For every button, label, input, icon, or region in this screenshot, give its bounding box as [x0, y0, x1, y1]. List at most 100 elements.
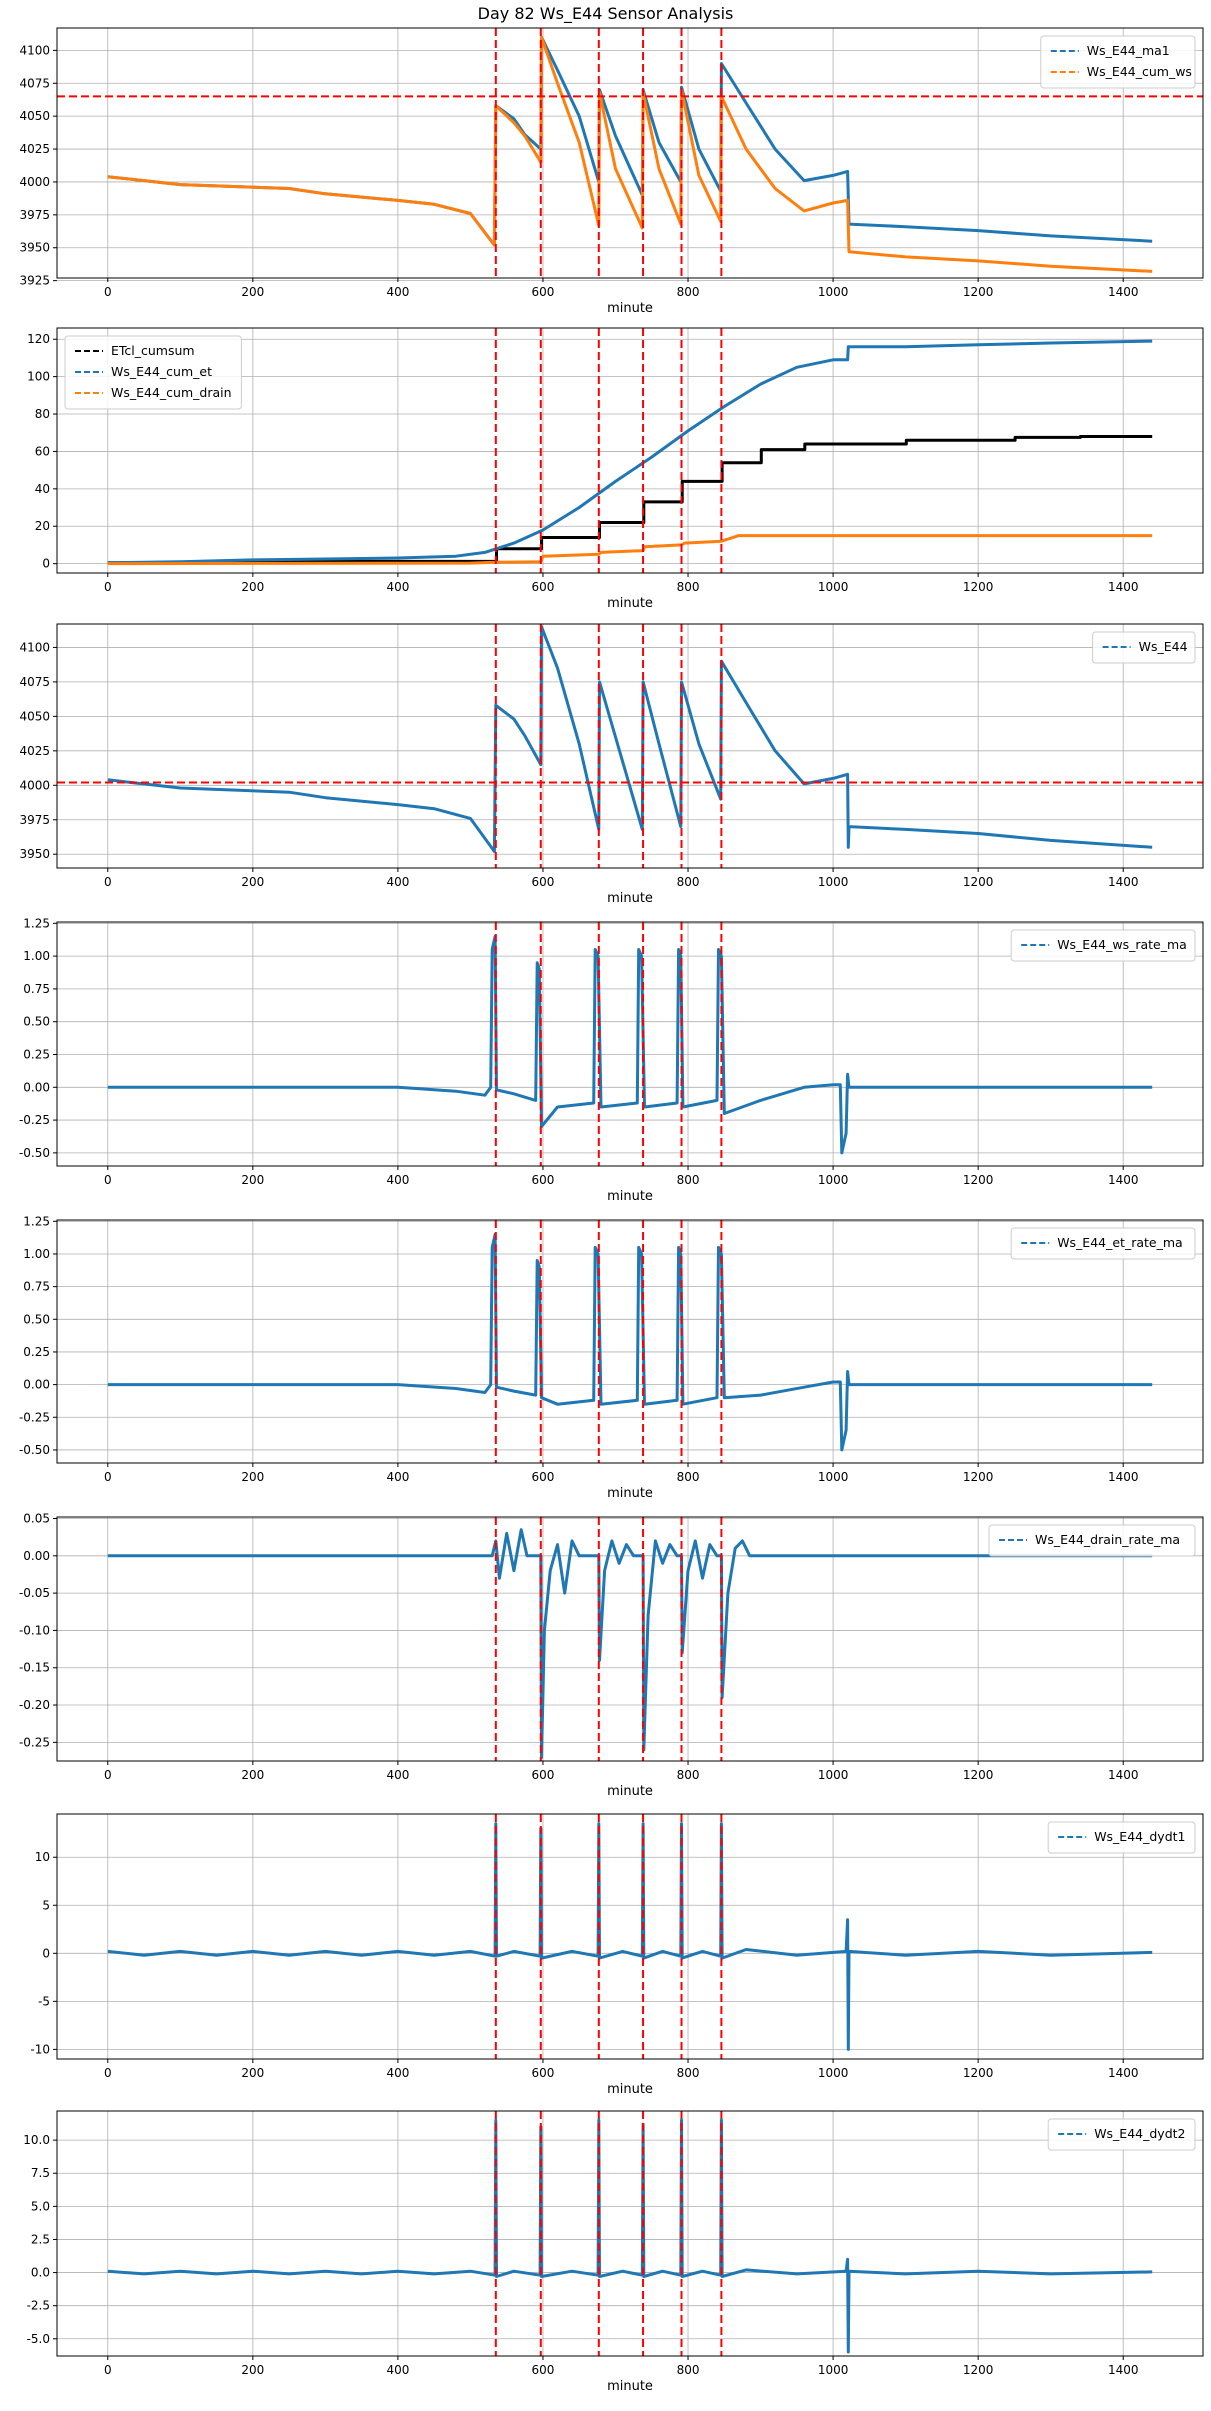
legend-box [1010, 1227, 1196, 1260]
legend-label: Ws_E44_drain_rate_ma [1035, 1532, 1180, 1547]
y-tick-label: -0.25 [19, 1410, 50, 1424]
x-tick-label: 800 [677, 2363, 700, 2377]
legend: Ws_E44_ma1 Ws_E44_cum_ws [1040, 35, 1196, 89]
series-line-ETcl_cumsum [107, 435, 1153, 565]
axes-frame [56, 623, 1204, 869]
x-tick-label: 400 [386, 1173, 409, 1187]
chart-panel-2: 0 200 400 600 800 1000 1200 1400 0 20 40 60 80 100 120… [27, 327, 1204, 611]
x-tick-label: 400 [386, 1470, 409, 1484]
x-tick-label: 200 [241, 285, 264, 299]
legend-box [1092, 631, 1196, 664]
x-axis-label: minute [607, 2379, 653, 2394]
x-axis-label: minute [607, 2082, 653, 2097]
x-tick-label: 0 [104, 875, 112, 889]
y-tick-label: -0.05 [19, 1586, 50, 1600]
x-axis-label: minute [607, 1189, 653, 1204]
y-tick-label: 0.0 [31, 2266, 50, 2280]
x-tick-label: 800 [677, 580, 700, 594]
x-tick-label: 600 [532, 875, 555, 889]
x-tick-label: 1200 [963, 285, 994, 299]
legend-label: Ws_E44_et_rate_ma [1057, 1235, 1183, 1250]
series-line-Ws_E44_ma1 [107, 35, 1153, 247]
axes-frame [56, 1813, 1204, 2060]
y-tick-label: 4025 [19, 744, 50, 758]
x-tick-label: 0 [104, 580, 112, 594]
series-line-Ws_E44_cum_et [107, 339, 1153, 565]
y-tick-label: 0.75 [23, 982, 50, 996]
chart-panel-1: 0 200 400 600 800 1000 1200 1400 3925 3950 3975 400… [19, 27, 1204, 316]
y-tick-label: 1.25 [23, 1214, 50, 1228]
series-line-Ws_E44_dydt1 [107, 1822, 1153, 2051]
x-tick-label: 200 [241, 1768, 264, 1782]
x-tick-label: 400 [386, 1768, 409, 1782]
x-tick-label: 1400 [1108, 2363, 1139, 2377]
x-tick-label: 600 [532, 1173, 555, 1187]
y-tick-label: 3925 [19, 274, 50, 288]
x-tick-label: 1400 [1108, 2066, 1139, 2080]
legend: Ws_E44_ws_rate_ma [1010, 929, 1196, 962]
legend-label: Ws_E44 [1139, 639, 1188, 654]
axes-frame [56, 921, 1204, 1167]
x-axis-label: minute [607, 1486, 653, 1501]
x-tick-label: 800 [677, 1470, 700, 1484]
x-tick-label: 400 [386, 285, 409, 299]
y-tick-label: -5 [38, 1994, 50, 2008]
y-tick-label: -0.50 [19, 1443, 50, 1457]
y-tick-label: 0.00 [23, 1378, 50, 1392]
series-line-Ws_E44 [107, 625, 1153, 853]
axes-frame [56, 1516, 1204, 1762]
x-tick-label: 1400 [1108, 875, 1139, 889]
y-tick-label: 100 [27, 370, 50, 384]
x-tick-label: 0 [104, 285, 112, 299]
axes-frame [56, 1219, 1204, 1464]
x-tick-label: 1400 [1108, 580, 1139, 594]
x-tick-label: 400 [386, 2066, 409, 2080]
x-tick-label: 600 [532, 1768, 555, 1782]
x-tick-label: 1400 [1108, 285, 1139, 299]
legend-box [1040, 35, 1196, 89]
y-tick-label: -5.0 [27, 2332, 50, 2346]
legend: Ws_E44 [1092, 631, 1196, 664]
x-tick-label: 200 [241, 1173, 264, 1187]
plot-area [57, 28, 1203, 278]
y-tick-label: 4025 [19, 142, 50, 156]
y-tick-label: 10.0 [23, 2133, 50, 2147]
y-tick-label: 0.50 [23, 1015, 50, 1029]
y-tick-label: 0.05 [23, 1511, 50, 1525]
series-line-Ws_E44_drain_rate_ma [107, 1528, 1153, 1759]
legend-box [988, 1524, 1196, 1557]
axes-frame [56, 327, 1204, 574]
legend-label: ETcl_cumsum [111, 343, 195, 358]
y-tick-label: 0.75 [23, 1280, 50, 1294]
x-tick-label: 1000 [818, 285, 849, 299]
y-tick-label: 3975 [19, 208, 50, 222]
chart-panel-4: 0 200 400 600 800 1000 1200 1400 -0.50 -0.25 0.00 0… [19, 916, 1204, 1204]
y-tick-label: 4050 [19, 109, 50, 123]
y-tick-label: 4100 [19, 43, 50, 57]
plot-area [107, 922, 1153, 1166]
x-tick-label: 0 [104, 1173, 112, 1187]
y-tick-label: 3975 [19, 813, 50, 827]
y-tick-label: 4075 [19, 675, 50, 689]
chart-panel-6: 0 200 400 600 800 1000 1200 1400 -0.25 -0.20 -0.15… [19, 1511, 1204, 1799]
series-line-Ws_E44_ws_rate_ma [107, 934, 1153, 1155]
x-tick-label: 1000 [818, 875, 849, 889]
legend-label: Ws_E44_dydt1 [1094, 1829, 1185, 1844]
x-tick-label: 1200 [963, 2066, 994, 2080]
y-tick-label: 0.25 [23, 1345, 50, 1359]
legend-label: Ws_E44_cum_ws [1087, 64, 1192, 79]
x-tick-label: 400 [386, 580, 409, 594]
x-tick-label: 1000 [818, 2066, 849, 2080]
plot-area [107, 1814, 1153, 2059]
y-tick-label: 4075 [19, 76, 50, 90]
x-tick-label: 1200 [963, 1470, 994, 1484]
chart-panel-7: 0 200 400 600 800 1000 1200 1400 -10 -5 0 5 10 minute… [30, 1813, 1204, 2097]
y-tick-label: -0.50 [19, 1146, 50, 1160]
y-tick-label: 20 [35, 519, 50, 533]
y-tick-label: 4000 [19, 175, 50, 189]
legend-label: Ws_E44_cum_drain [111, 385, 232, 400]
y-tick-label: 1.25 [23, 916, 50, 930]
x-tick-label: 1000 [818, 2363, 849, 2377]
x-tick-label: 600 [532, 580, 555, 594]
